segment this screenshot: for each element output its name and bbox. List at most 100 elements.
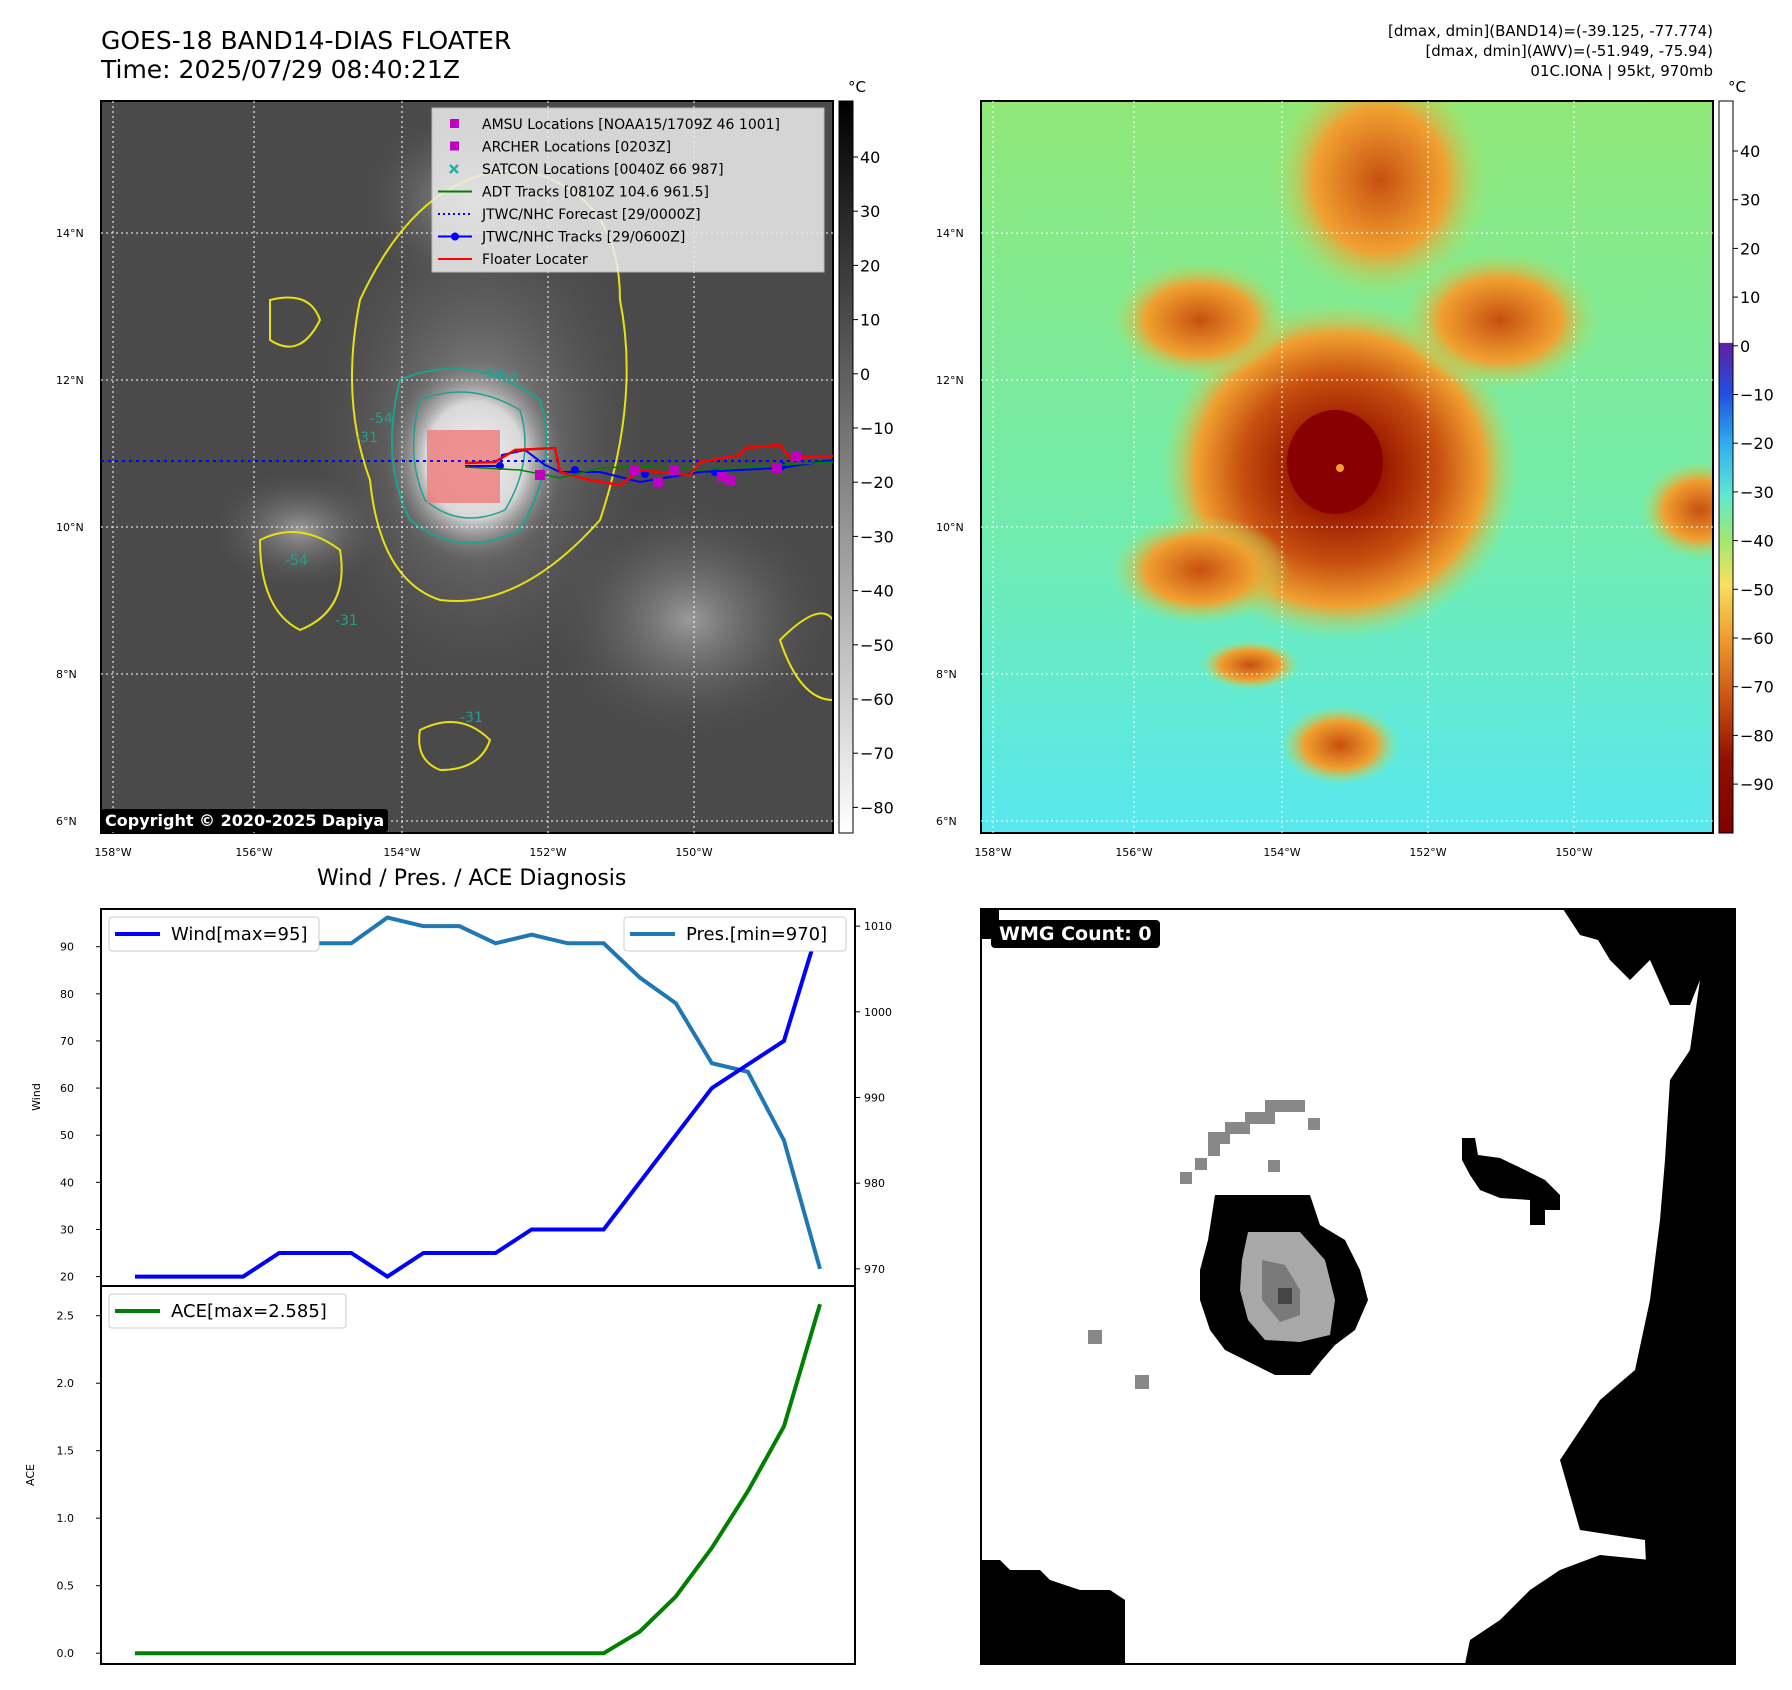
amsu-marker xyxy=(791,451,801,461)
copyright-label: Copyright © 2020-2025 Dapiya xyxy=(101,809,389,832)
info-line3: 01C.IONA | 95kt, 970mb xyxy=(1530,62,1713,80)
ace-legend-box xyxy=(108,1293,347,1329)
ace-axis-tick-label: 1.5 xyxy=(57,1445,75,1458)
figure-title-line1: GOES-18 BAND14-DIAS FLOATER xyxy=(101,26,512,55)
amsu-marker xyxy=(630,465,640,475)
colorbar2-tick-label: −50 xyxy=(1740,580,1774,599)
lat-tick-label: 12°N xyxy=(56,374,84,387)
ace-legend-label: ACE[max=2.585] xyxy=(171,1301,327,1322)
pressure-axis-tick-label: 1000 xyxy=(864,1006,892,1019)
ace-axis-tick-label: 2.0 xyxy=(57,1377,75,1390)
colorbar1-tick-label: 40 xyxy=(860,148,880,167)
ace-axis-tick-label: 2.5 xyxy=(57,1310,75,1323)
wind-axis-tick-label: 30 xyxy=(60,1223,74,1236)
lon-tick-label: 158°W xyxy=(974,846,1011,859)
legend-label: AMSU Locations [NOAA15/1709Z 46 1001] xyxy=(482,117,780,133)
ace-series-line xyxy=(135,1303,822,1656)
contour-label: -31 xyxy=(335,613,358,629)
track-point xyxy=(496,462,504,470)
colorbar2-tick-label: −60 xyxy=(1740,629,1774,648)
colorbar1-unit: °C xyxy=(848,78,866,96)
wind-series-line xyxy=(135,922,822,1279)
amsu-marker xyxy=(717,472,727,482)
lon-tick-label: 158°W xyxy=(94,846,131,859)
lon-tick-label: 152°W xyxy=(1409,846,1446,859)
contour-label: -54 xyxy=(370,411,393,427)
wind-axis-tick-label: 80 xyxy=(60,988,74,1001)
wind-axis-tick-label: 20 xyxy=(60,1271,74,1284)
colorbar2-tick-label: 30 xyxy=(1740,191,1760,210)
colorbar2-tick-label: 10 xyxy=(1740,288,1760,307)
amsu-marker xyxy=(772,463,782,473)
wmg-mask-panel xyxy=(980,908,1736,1665)
lon-tick-label: 154°W xyxy=(1263,846,1300,859)
awv-map-panel: 14°N 12°N 10°N 8°N 6°N 158°W 156°W 154°W 152°W 1… xyxy=(936,100,1774,859)
diagnosis-charts: 20 30 40 50 60 70 80 90 970 980 990 1000 1010 Wind Pre… xyxy=(24,908,892,1665)
contour-label: -54 xyxy=(285,553,308,569)
lon-tick-label: 150°W xyxy=(675,846,712,859)
colorbar1-tick-label: −60 xyxy=(860,690,894,709)
lat-tick-label: 8°N xyxy=(936,668,957,681)
legend-dot-icon xyxy=(451,232,459,241)
legend-x-icon xyxy=(449,164,459,174)
figure-title-line2: Time: 2025/07/29 08:40:21Z xyxy=(101,55,460,84)
pressure-axis-tick-label: 970 xyxy=(864,1263,885,1276)
legend-square-icon xyxy=(450,141,459,151)
lon-tick-label: 154°W xyxy=(383,846,420,859)
lat-tick-label: 12°N xyxy=(936,374,964,387)
adt-track xyxy=(464,461,834,479)
wmg-count-label: WMG Count: 0 xyxy=(991,920,1160,948)
contour-label: -64 xyxy=(496,370,519,386)
lat-tick-label: 6°N xyxy=(936,815,957,828)
legend-label: SATCON Locations [0040Z 66 987] xyxy=(482,162,724,178)
wind-axis-tick-label: 90 xyxy=(60,941,74,954)
ir-map-panel: -54-64-54-31-54-31-31 14°N12°N10°N8°N6°N… xyxy=(56,100,894,859)
amsu-marker xyxy=(669,465,679,475)
ace-axis-tick-label: 0.0 xyxy=(57,1647,75,1660)
lat-tick-label: 10°N xyxy=(56,521,84,534)
colorbar1-tick-label: −50 xyxy=(860,636,894,655)
lat-tick-label: 14°N xyxy=(936,227,964,240)
lat-tick-label: 6°N xyxy=(56,815,77,828)
lon-tick-label: 152°W xyxy=(529,846,566,859)
contour-label: -31 xyxy=(460,710,483,726)
colorbar1-tick-label: 10 xyxy=(860,311,880,330)
amsu-marker xyxy=(653,477,663,487)
lon-tick-label: 156°W xyxy=(235,846,272,859)
colorbar2-tick-label: 40 xyxy=(1740,142,1760,161)
lat-tick-label: 10°N xyxy=(936,521,964,534)
info-line2: [dmax, dmin](AWV)=(-51.949, -75.94) xyxy=(1425,42,1713,60)
colorbar2-tick-label: −30 xyxy=(1740,483,1774,502)
info-line1: [dmax, dmin](BAND14)=(-39.125, -77.774) xyxy=(1388,22,1713,40)
amsu-marker xyxy=(725,475,735,485)
wind-axis-label: Wind xyxy=(30,1083,43,1111)
track-point xyxy=(571,466,579,474)
colorbar1-tick-label: −70 xyxy=(860,744,894,763)
colorbar1-tick-label: −20 xyxy=(860,473,894,492)
legend-label: ARCHER Locations [0203Z] xyxy=(482,140,671,156)
wind-legend-box xyxy=(108,916,320,952)
lon-tick-label: 150°W xyxy=(1555,846,1592,859)
legend-label: ADT Tracks [0810Z 104.6 961.5] xyxy=(482,185,709,201)
colorbar2-tick-label: −70 xyxy=(1740,678,1774,697)
wind-axis-tick-label: 70 xyxy=(60,1035,74,1048)
colorbar1-tick-label: 20 xyxy=(860,256,880,275)
colorbar2-tick-label: −40 xyxy=(1740,532,1774,551)
lat-tick-label: 14°N xyxy=(56,227,84,240)
amsu-marker xyxy=(535,470,545,480)
colorbar1-tick-label: −30 xyxy=(860,527,894,546)
legend-square-icon xyxy=(450,119,459,128)
ace-axis-label: ACE xyxy=(24,1464,37,1486)
colorbar2-tick-label: 0 xyxy=(1740,337,1750,356)
colorbar2-unit: °C xyxy=(1728,78,1746,96)
colorbar1-tick-label: −10 xyxy=(860,419,894,438)
colorbar1-tick-label: −40 xyxy=(860,582,894,601)
legend-label: JTWC/NHC Forecast [29/0000Z] xyxy=(481,207,701,223)
wind-axis-tick-label: 40 xyxy=(60,1176,74,1189)
contour-label: -54 xyxy=(481,366,504,382)
colorbar2-tick-label: −10 xyxy=(1740,386,1774,405)
colorbar2-tick-label: −90 xyxy=(1740,775,1774,794)
map-legend: AMSU Locations [NOAA15/1709Z 46 1001] ARC… xyxy=(431,107,825,273)
legend-label: JTWC/NHC Tracks [29/0600Z] xyxy=(481,230,685,246)
ace-axis-tick-label: 0.5 xyxy=(57,1580,75,1593)
